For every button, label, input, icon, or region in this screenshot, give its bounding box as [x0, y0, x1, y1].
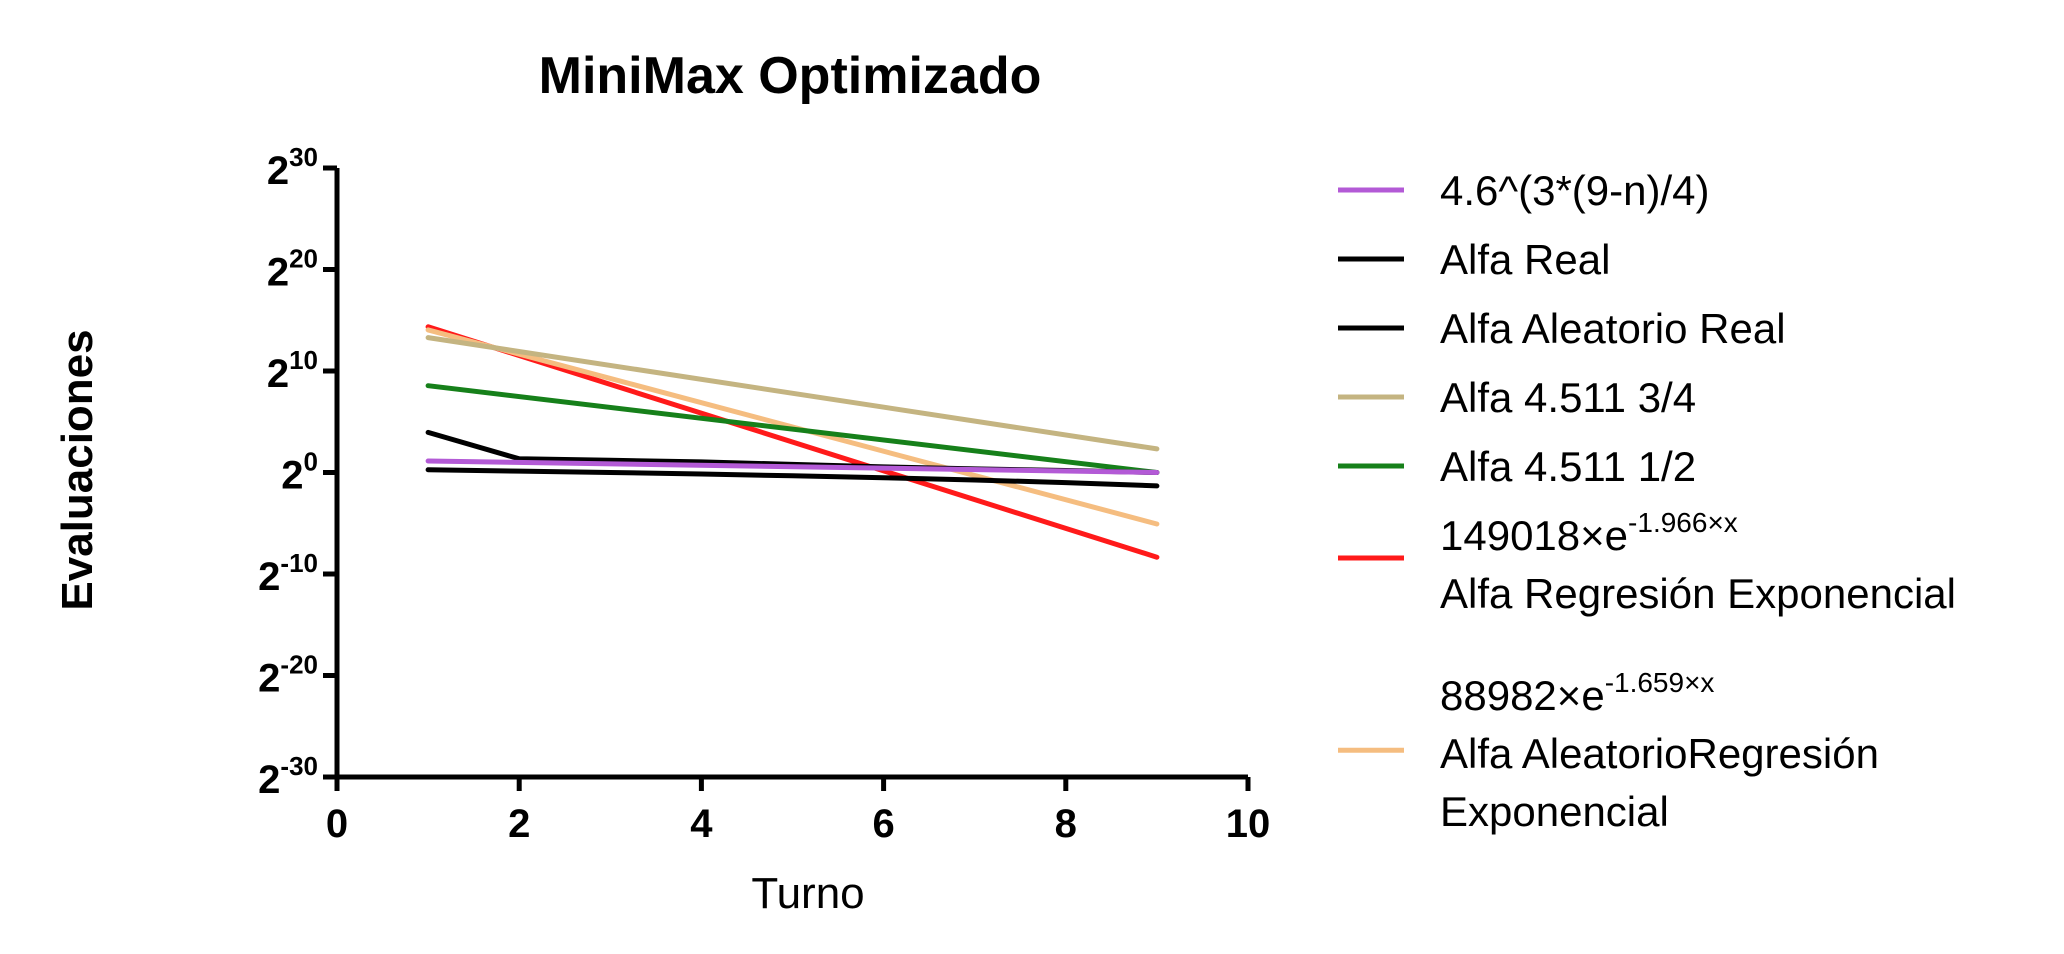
- y-axis-label: Evaluaciones: [53, 329, 102, 610]
- series-line-alfa_aleatorio_real: [425, 467, 1160, 489]
- legend-label-regresion_exp: 149018×e-1.966×x: [1440, 507, 1738, 559]
- legend-label-text: Alfa Real: [1440, 236, 1610, 283]
- legend-label-aleatorio_regresion_exp: Exponencial: [1440, 788, 1669, 835]
- x-tick-label: 2: [508, 802, 530, 846]
- legend-label-text: 88982×e: [1440, 672, 1605, 719]
- plot-lines: [425, 324, 1160, 560]
- y-tick-base: 2: [267, 352, 289, 396]
- y-tick-exponent: -10: [280, 548, 318, 578]
- legend-label-text: Alfa AleatorioRegresión: [1440, 730, 1879, 777]
- legend-label-alfa_real: Alfa Real: [1440, 236, 1610, 283]
- y-tick-label: 230: [267, 142, 318, 193]
- series-line-formula: [425, 458, 1160, 475]
- y-tick-exponent: 30: [289, 142, 318, 172]
- y-tick-base: 2: [258, 555, 280, 599]
- x-axis-label: Turno: [751, 869, 864, 918]
- y-tick-label: 210: [267, 345, 318, 396]
- legend-label-text: Alfa Regresión Exponencial: [1440, 570, 1956, 617]
- y-tick-base: 2: [267, 251, 289, 295]
- x-tick-label: 0: [326, 802, 348, 846]
- legend-label-alfa_4511_3_4: Alfa 4.511 3/4: [1440, 374, 1696, 421]
- legend-label-text: Alfa 4.511 3/4: [1440, 374, 1696, 421]
- legend-label-formula: 4.6^(3*(9-n)/4): [1440, 167, 1709, 214]
- series-line-regresion_exp: [425, 324, 1160, 560]
- y-tick-base: 2: [258, 657, 280, 701]
- series-line-alfa_4511_1_2: [425, 383, 1160, 475]
- chart-title: MiniMax Optimizado: [539, 47, 1042, 105]
- y-tick-base: 2: [258, 758, 280, 802]
- legend-label-text: 4.6^(3*(9-n)/4): [1440, 167, 1709, 214]
- y-tick-label: 20: [281, 447, 318, 498]
- y-tick-exponent: 0: [304, 447, 318, 477]
- legend-label-text: Alfa 4.511 1/2: [1440, 443, 1696, 490]
- legend-label-text: Exponencial: [1440, 788, 1669, 835]
- legend: 4.6^(3*(9-n)/4) Alfa Real Alfa Aleatorio R…: [1338, 167, 1956, 835]
- y-tick-exponent: -30: [280, 751, 318, 781]
- legend-label-alfa_aleatorio_real: Alfa Aleatorio Real: [1440, 305, 1786, 352]
- legend-label-superscript: -1.659×x: [1605, 667, 1715, 698]
- y-tick-exponent: 20: [289, 244, 318, 274]
- y-tick-label: 220: [267, 244, 318, 295]
- y-tick-exponent: -20: [280, 650, 318, 680]
- y-tick-exponent: 10: [289, 345, 318, 375]
- x-tick-label: 8: [1055, 802, 1077, 846]
- y-tick-label: 2-30: [258, 751, 318, 802]
- y-tick-base: 2: [281, 454, 303, 498]
- y-tick-base: 2: [267, 149, 289, 193]
- legend-label-alfa_4511_1_2: Alfa 4.511 1/2: [1440, 443, 1696, 490]
- legend-label-text: 149018×e: [1440, 512, 1628, 559]
- legend-label-text: Alfa Aleatorio Real: [1440, 305, 1786, 352]
- series-line-alfa_4511_3_4: [425, 335, 1160, 452]
- legend-label-superscript: -1.966×x: [1628, 507, 1738, 538]
- y-tick-label: 2-20: [258, 650, 318, 701]
- y-tick-label: 2-10: [258, 548, 318, 599]
- x-tick-label: 6: [872, 802, 894, 846]
- x-tick-label: 10: [1226, 802, 1271, 846]
- legend-label-aleatorio_regresion_exp: 88982×e-1.659×x: [1440, 667, 1714, 719]
- legend-label-aleatorio_regresion_exp: Alfa AleatorioRegresión: [1440, 730, 1879, 777]
- legend-label-regresion_exp: Alfa Regresión Exponencial: [1440, 570, 1956, 617]
- x-tick-label: 4: [690, 802, 713, 846]
